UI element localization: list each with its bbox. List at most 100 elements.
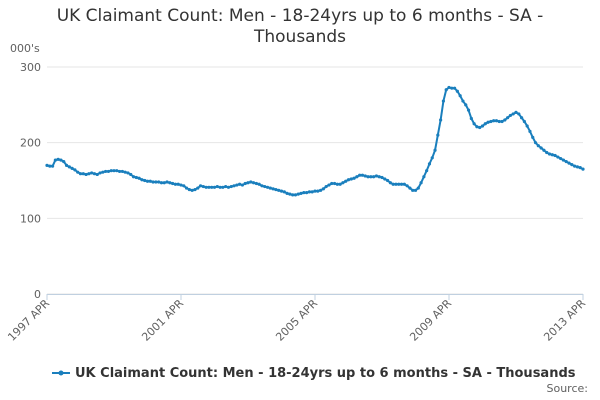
point bbox=[249, 180, 253, 184]
point bbox=[204, 185, 208, 189]
point bbox=[405, 184, 409, 188]
point bbox=[120, 169, 124, 174]
point bbox=[564, 159, 568, 164]
point bbox=[76, 170, 80, 174]
point bbox=[84, 172, 88, 177]
point bbox=[154, 180, 158, 184]
point bbox=[439, 118, 443, 122]
point bbox=[274, 187, 278, 192]
point bbox=[441, 99, 446, 103]
point bbox=[226, 185, 231, 189]
point bbox=[531, 135, 535, 139]
point bbox=[514, 110, 518, 114]
point bbox=[358, 173, 362, 177]
point bbox=[352, 176, 356, 180]
point bbox=[318, 188, 323, 192]
point bbox=[511, 112, 515, 116]
point bbox=[561, 158, 566, 162]
point bbox=[461, 99, 465, 103]
point bbox=[500, 119, 504, 124]
point bbox=[56, 157, 60, 161]
point bbox=[201, 184, 205, 189]
point bbox=[430, 156, 434, 160]
point bbox=[101, 170, 105, 174]
point bbox=[525, 124, 529, 128]
y-tick-label: 300 bbox=[20, 61, 41, 74]
point bbox=[134, 175, 138, 180]
point bbox=[539, 146, 543, 150]
point bbox=[218, 185, 222, 189]
point bbox=[196, 186, 200, 190]
point bbox=[374, 174, 379, 178]
point bbox=[162, 181, 166, 185]
y-tick-label: 200 bbox=[20, 137, 41, 150]
point bbox=[240, 183, 245, 187]
point bbox=[575, 165, 580, 169]
point bbox=[296, 192, 300, 196]
point bbox=[229, 184, 233, 189]
point bbox=[106, 169, 111, 174]
point bbox=[140, 178, 144, 182]
point bbox=[573, 164, 577, 168]
point bbox=[285, 191, 289, 195]
point bbox=[70, 166, 74, 170]
x-tick-label: 2013 APR bbox=[541, 297, 588, 344]
point bbox=[129, 172, 133, 177]
point bbox=[444, 88, 448, 92]
source: Source: bbox=[547, 382, 589, 395]
point bbox=[215, 184, 219, 189]
point bbox=[78, 172, 83, 176]
point bbox=[62, 159, 66, 164]
point bbox=[413, 188, 418, 192]
point bbox=[243, 181, 247, 186]
point bbox=[288, 192, 292, 196]
point bbox=[475, 125, 479, 129]
point bbox=[458, 94, 462, 98]
point bbox=[112, 169, 116, 173]
point bbox=[447, 85, 451, 90]
point bbox=[427, 162, 432, 166]
x-tick-label: 1997 APR bbox=[5, 297, 52, 344]
point bbox=[349, 177, 353, 181]
point bbox=[257, 182, 261, 186]
point bbox=[536, 144, 540, 148]
point bbox=[508, 113, 513, 118]
point bbox=[528, 129, 532, 133]
y-tick-label: 100 bbox=[20, 212, 41, 225]
legend-marker bbox=[58, 370, 64, 376]
point bbox=[324, 184, 328, 189]
point bbox=[137, 176, 141, 180]
point bbox=[545, 150, 549, 155]
point bbox=[466, 108, 471, 112]
point bbox=[159, 181, 164, 185]
point bbox=[425, 169, 429, 173]
point bbox=[307, 190, 312, 194]
point bbox=[494, 119, 499, 123]
point bbox=[64, 163, 69, 167]
point bbox=[92, 172, 97, 176]
point bbox=[372, 175, 376, 179]
point bbox=[567, 161, 571, 165]
point bbox=[187, 187, 191, 192]
point bbox=[238, 182, 242, 186]
point bbox=[53, 158, 57, 162]
point bbox=[193, 187, 197, 192]
point bbox=[165, 180, 169, 184]
x-tick-label: 2005 APR bbox=[273, 297, 320, 344]
point bbox=[363, 174, 367, 178]
point bbox=[341, 181, 345, 185]
point bbox=[489, 119, 493, 124]
point bbox=[246, 181, 250, 185]
point bbox=[332, 181, 337, 186]
x-tick-label: 2009 APR bbox=[407, 297, 454, 344]
point bbox=[422, 175, 426, 179]
point bbox=[578, 166, 582, 170]
point bbox=[550, 153, 554, 157]
point bbox=[268, 186, 272, 190]
point bbox=[293, 193, 298, 197]
point bbox=[176, 182, 180, 186]
point bbox=[455, 89, 459, 93]
point bbox=[148, 179, 152, 183]
point bbox=[472, 122, 476, 126]
